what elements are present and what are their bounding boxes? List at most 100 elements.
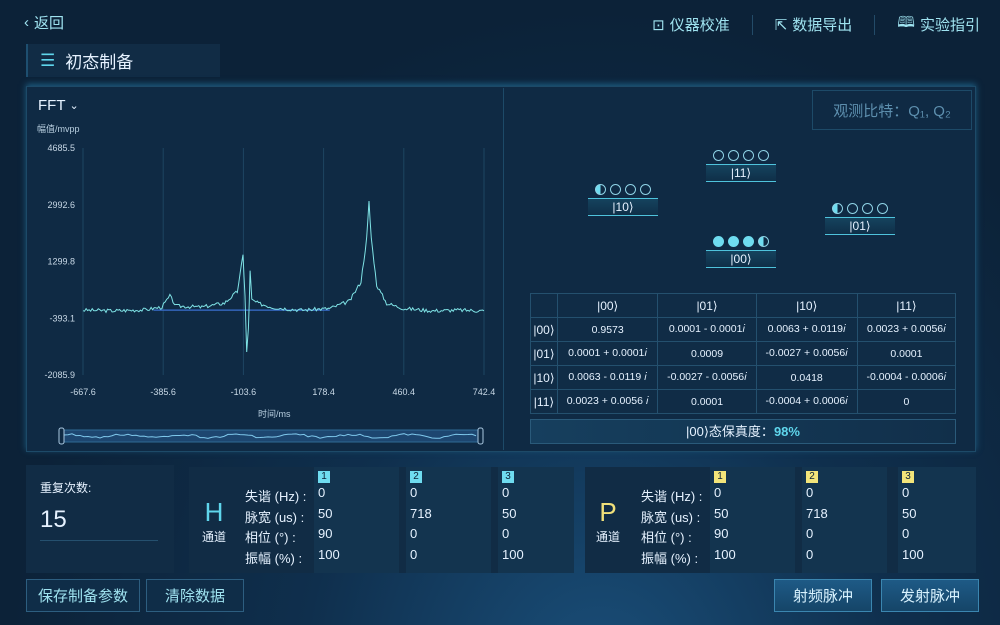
pulse-column: 3 0 50 0 100 xyxy=(498,467,574,573)
col-header: |00⟩ xyxy=(556,293,659,318)
pulse-param-input[interactable]: 0 xyxy=(902,526,910,541)
export-button[interactable]: ⇱ 数据导出 xyxy=(774,16,853,35)
pulse-param-input[interactable]: 90 xyxy=(714,526,729,541)
pulse-param-input[interactable]: 0 xyxy=(502,526,510,541)
y-tick-label: -2085.9 xyxy=(44,370,75,380)
fidelity: |00⟩态保真度：98% xyxy=(530,419,956,444)
save-params-button[interactable]: 保存制备参数 xyxy=(26,579,140,612)
pulse-param-input[interactable]: 50 xyxy=(902,505,917,521)
y-tick-label: 2992.6 xyxy=(47,200,75,210)
param-label: 脉宽 (us) : xyxy=(641,509,701,525)
guide-button[interactable]: 🕮 实验指引 xyxy=(897,12,980,37)
col-header: |10⟩ xyxy=(755,293,858,318)
row-header: |11⟩ xyxy=(530,389,558,414)
x-tick-label: 742.4 xyxy=(473,387,496,397)
x-tick-label: -667.6 xyxy=(70,387,96,397)
rf-pulse-button[interactable]: 射频脉冲 xyxy=(774,579,872,612)
state-01: |01⟩ xyxy=(825,203,895,235)
pulse-param-input[interactable]: 50 xyxy=(502,505,517,521)
pulse-param-input[interactable]: 0 xyxy=(410,526,418,541)
matrix-cell: 0.0023 + 0.0056 𝑖 xyxy=(556,389,659,414)
matrix-cell: 0.0063 - 0.0119 𝑖 xyxy=(556,365,659,390)
pulse-param-input[interactable]: 0 xyxy=(410,485,418,500)
section-title: ☰ 初态制备 xyxy=(26,44,220,77)
clear-data-button[interactable]: 清除数据 xyxy=(146,579,244,612)
param-label: 相位 (°) : xyxy=(245,530,296,545)
pulse-param-input[interactable]: 0 xyxy=(806,485,814,500)
pulse-number: 3 xyxy=(902,471,914,483)
pulse-param-input[interactable]: 50 xyxy=(714,505,729,521)
matrix-cell: -0.0027 - 0.0056𝑖 xyxy=(657,365,757,390)
state-11: |11⟩ xyxy=(706,150,776,182)
repeat-count-panel: 重复次数: 15 xyxy=(26,465,174,573)
matrix-cell: 0.0418 xyxy=(755,365,858,390)
channel-label: 通道 xyxy=(201,530,226,544)
pulse-column: 1 0 50 90 100 xyxy=(314,467,399,573)
pulse-param-input[interactable]: 718 xyxy=(410,505,432,521)
send-pulse-button[interactable]: 发射脉冲 xyxy=(881,579,979,612)
pulse-param-input[interactable]: 100 xyxy=(318,546,340,562)
param-label: 失谐 (Hz) : xyxy=(245,489,307,504)
channel-h: H 通道 失谐 (Hz) : 脉宽 (us) : 相位 (°) : 振幅 (%) : 1 0 5… xyxy=(189,467,574,573)
matrix-cell: 0.9573 xyxy=(556,317,659,342)
observe-qubits: 观测比特：Q₁, Q₂ xyxy=(812,90,972,130)
channel-letter: H xyxy=(204,497,224,527)
row-header: |00⟩ xyxy=(530,317,558,342)
list-icon: ☰ xyxy=(40,50,56,70)
pulse-param-input[interactable]: 0 xyxy=(806,526,814,541)
x-axis-label: 时间/ms xyxy=(258,409,291,419)
zoom-handle-left[interactable] xyxy=(58,427,65,445)
param-label: 相位 (°) : xyxy=(641,530,692,545)
matrix-cell: 0 xyxy=(856,389,957,414)
table-row: |01⟩ 0.0001 + 0.0001𝑖 0.0009 -0.0027 + 0.00… xyxy=(530,341,957,366)
divider xyxy=(751,14,753,35)
y-axis-label: 幅值/mvpp xyxy=(37,124,80,134)
mode-dropdown[interactable]: FFT ⌄ xyxy=(38,97,79,114)
repeat-count-input[interactable]: 15 xyxy=(40,506,158,541)
back-button[interactable]: ‹ 返回 xyxy=(24,14,65,32)
pulse-number: 2 xyxy=(806,471,818,483)
y-tick-label: 1299.8 xyxy=(47,257,75,267)
y-tick-label: -393.1 xyxy=(49,313,75,323)
matrix-cell: -0.0004 + 0.0006𝑖 xyxy=(755,389,858,414)
pulse-param-input[interactable]: 50 xyxy=(318,505,333,521)
col-header: |11⟩ xyxy=(856,293,957,318)
pulse-param-input[interactable]: 0 xyxy=(502,485,510,500)
pulse-param-input[interactable]: 0 xyxy=(410,546,418,562)
pulse-param-input[interactable]: 718 xyxy=(806,505,828,521)
chart-icon: ⊡ xyxy=(652,16,665,34)
pulse-param-input[interactable]: 100 xyxy=(714,546,736,562)
channel-letter: P xyxy=(599,497,617,527)
divider xyxy=(503,88,504,450)
pulse-param-input[interactable]: 0 xyxy=(318,485,326,500)
pulse-param-input[interactable]: 0 xyxy=(806,546,814,562)
channel-label: 通道 xyxy=(595,530,620,544)
pulse-param-input[interactable]: 100 xyxy=(502,546,524,562)
matrix-cell: 0.0001 xyxy=(856,341,957,366)
export-icon: ⇱ xyxy=(774,16,788,34)
zoom-handle-right[interactable] xyxy=(477,427,484,445)
pulse-param-input[interactable]: 90 xyxy=(318,526,333,541)
chevron-down-icon: ⌄ xyxy=(69,100,79,112)
matrix-cell: -0.0004 - 0.0006𝑖 xyxy=(856,365,957,390)
pulse-column: 3 0 50 0 100 xyxy=(898,467,976,573)
table-row: |11⟩ 0.0023 + 0.0056 𝑖 0.0001 -0.0004 + 0.0… xyxy=(530,389,957,414)
x-tick-label: 178.4 xyxy=(312,387,335,397)
zoom-slider-preview xyxy=(63,433,477,439)
x-tick-label: -385.6 xyxy=(150,387,176,397)
pulse-column: 1 0 50 90 100 xyxy=(710,467,795,573)
pulse-param-input[interactable]: 0 xyxy=(902,485,910,500)
param-label: 振幅 (%) : xyxy=(641,550,699,566)
state-10: |10⟩ xyxy=(588,184,658,216)
channel-p: P 通道 失谐 (Hz) : 脉宽 (us) : 相位 (°) : 振幅 (%) : 1 0 5… xyxy=(585,467,976,573)
row-header: |10⟩ xyxy=(530,365,558,390)
matrix-cell: 0.0001 + 0.0001𝑖 xyxy=(556,341,659,366)
calibrate-button[interactable]: ⊡ 仪器校准 xyxy=(652,16,730,35)
pulse-column: 2 0 718 0 0 xyxy=(802,467,887,573)
x-tick-label: -103.6 xyxy=(231,387,257,397)
pulse-column: 2 0 718 0 0 xyxy=(406,467,491,573)
param-label: 脉宽 (us) : xyxy=(245,509,305,525)
pulse-param-input[interactable]: 100 xyxy=(902,546,924,562)
pulse-param-input[interactable]: 0 xyxy=(714,485,722,500)
corner-cell xyxy=(530,293,558,318)
